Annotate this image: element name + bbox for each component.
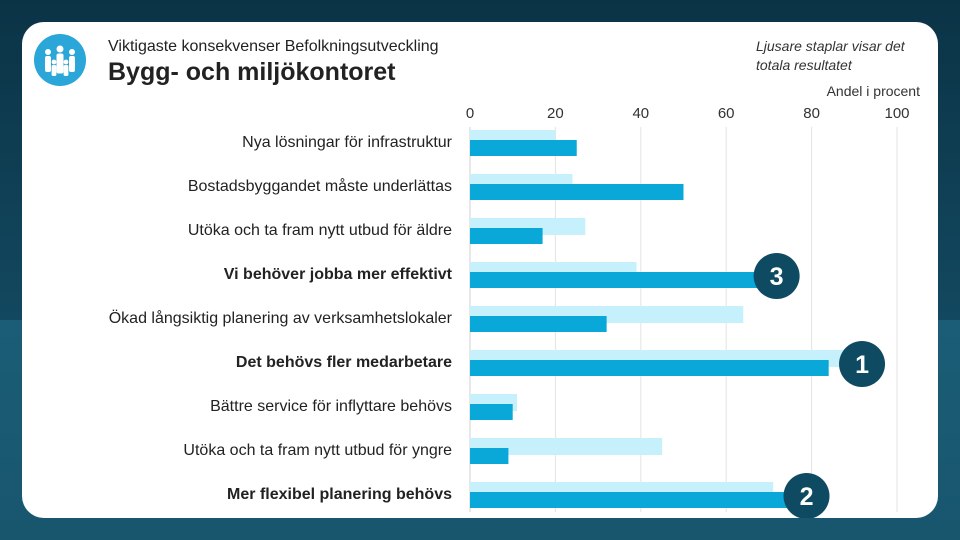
category-label: Vi behöver jobba mer effektivt <box>224 266 453 283</box>
slide-card: Viktigaste konsekvenser Befolkningsutvec… <box>22 22 938 518</box>
category-label: Ökad långsiktig planering av verksamhets… <box>109 309 453 327</box>
axis-unit-label: Andel i procent <box>826 83 920 99</box>
category-label: Mer flexibel planering behövs <box>227 486 452 503</box>
category-label: Utöka och ta fram nytt utbud för äldre <box>188 222 452 239</box>
x-tick-label: 60 <box>718 105 735 122</box>
rank-badge <box>839 341 886 387</box>
legend-note: Ljusare staplar visar det totala resulta… <box>756 38 905 73</box>
x-tick-label: 100 <box>884 105 909 122</box>
bar-unit <box>470 140 577 156</box>
category-label: Nya lösningar för infrastruktur <box>242 134 453 151</box>
chart-subtitle: Viktigaste konsekvenser Befolkningsutvec… <box>108 38 439 55</box>
rank-badge <box>783 473 830 518</box>
category-label: Det behövs fler medarbetare <box>236 354 452 371</box>
bar-unit <box>470 316 607 332</box>
rank-badge-label: 3 <box>770 263 784 291</box>
category-label: Utöka och ta fram nytt utbud för yngre <box>183 442 452 459</box>
bar-unit <box>470 228 543 244</box>
x-tick-label: 20 <box>547 105 564 122</box>
bar-unit <box>470 184 684 200</box>
bar-chart: 0 20 40 60 80 100 Nya lösningar för infrastruk… <box>109 105 910 518</box>
rank-badge-label: 2 <box>800 483 814 511</box>
bar-unit <box>470 448 509 464</box>
category-label: Bättre service för inflyttare behövs <box>210 398 452 415</box>
x-tick-label: 0 <box>466 105 474 122</box>
x-tick-label: 40 <box>632 105 649 122</box>
logo <box>34 34 86 86</box>
chart-title: Bygg- och miljökontoret <box>108 58 396 86</box>
x-tick-label: 80 <box>803 105 820 122</box>
rank-badge <box>753 253 800 299</box>
bar-unit <box>470 404 513 420</box>
bar-unit <box>470 492 795 508</box>
rank-badge-label: 1 <box>855 351 869 379</box>
bar-unit <box>470 272 765 288</box>
bar-total <box>470 438 663 455</box>
people-group-icon <box>45 45 75 76</box>
bar-unit <box>470 360 829 376</box>
category-label: Bostadsbyggandet måste underlättas <box>188 177 452 195</box>
